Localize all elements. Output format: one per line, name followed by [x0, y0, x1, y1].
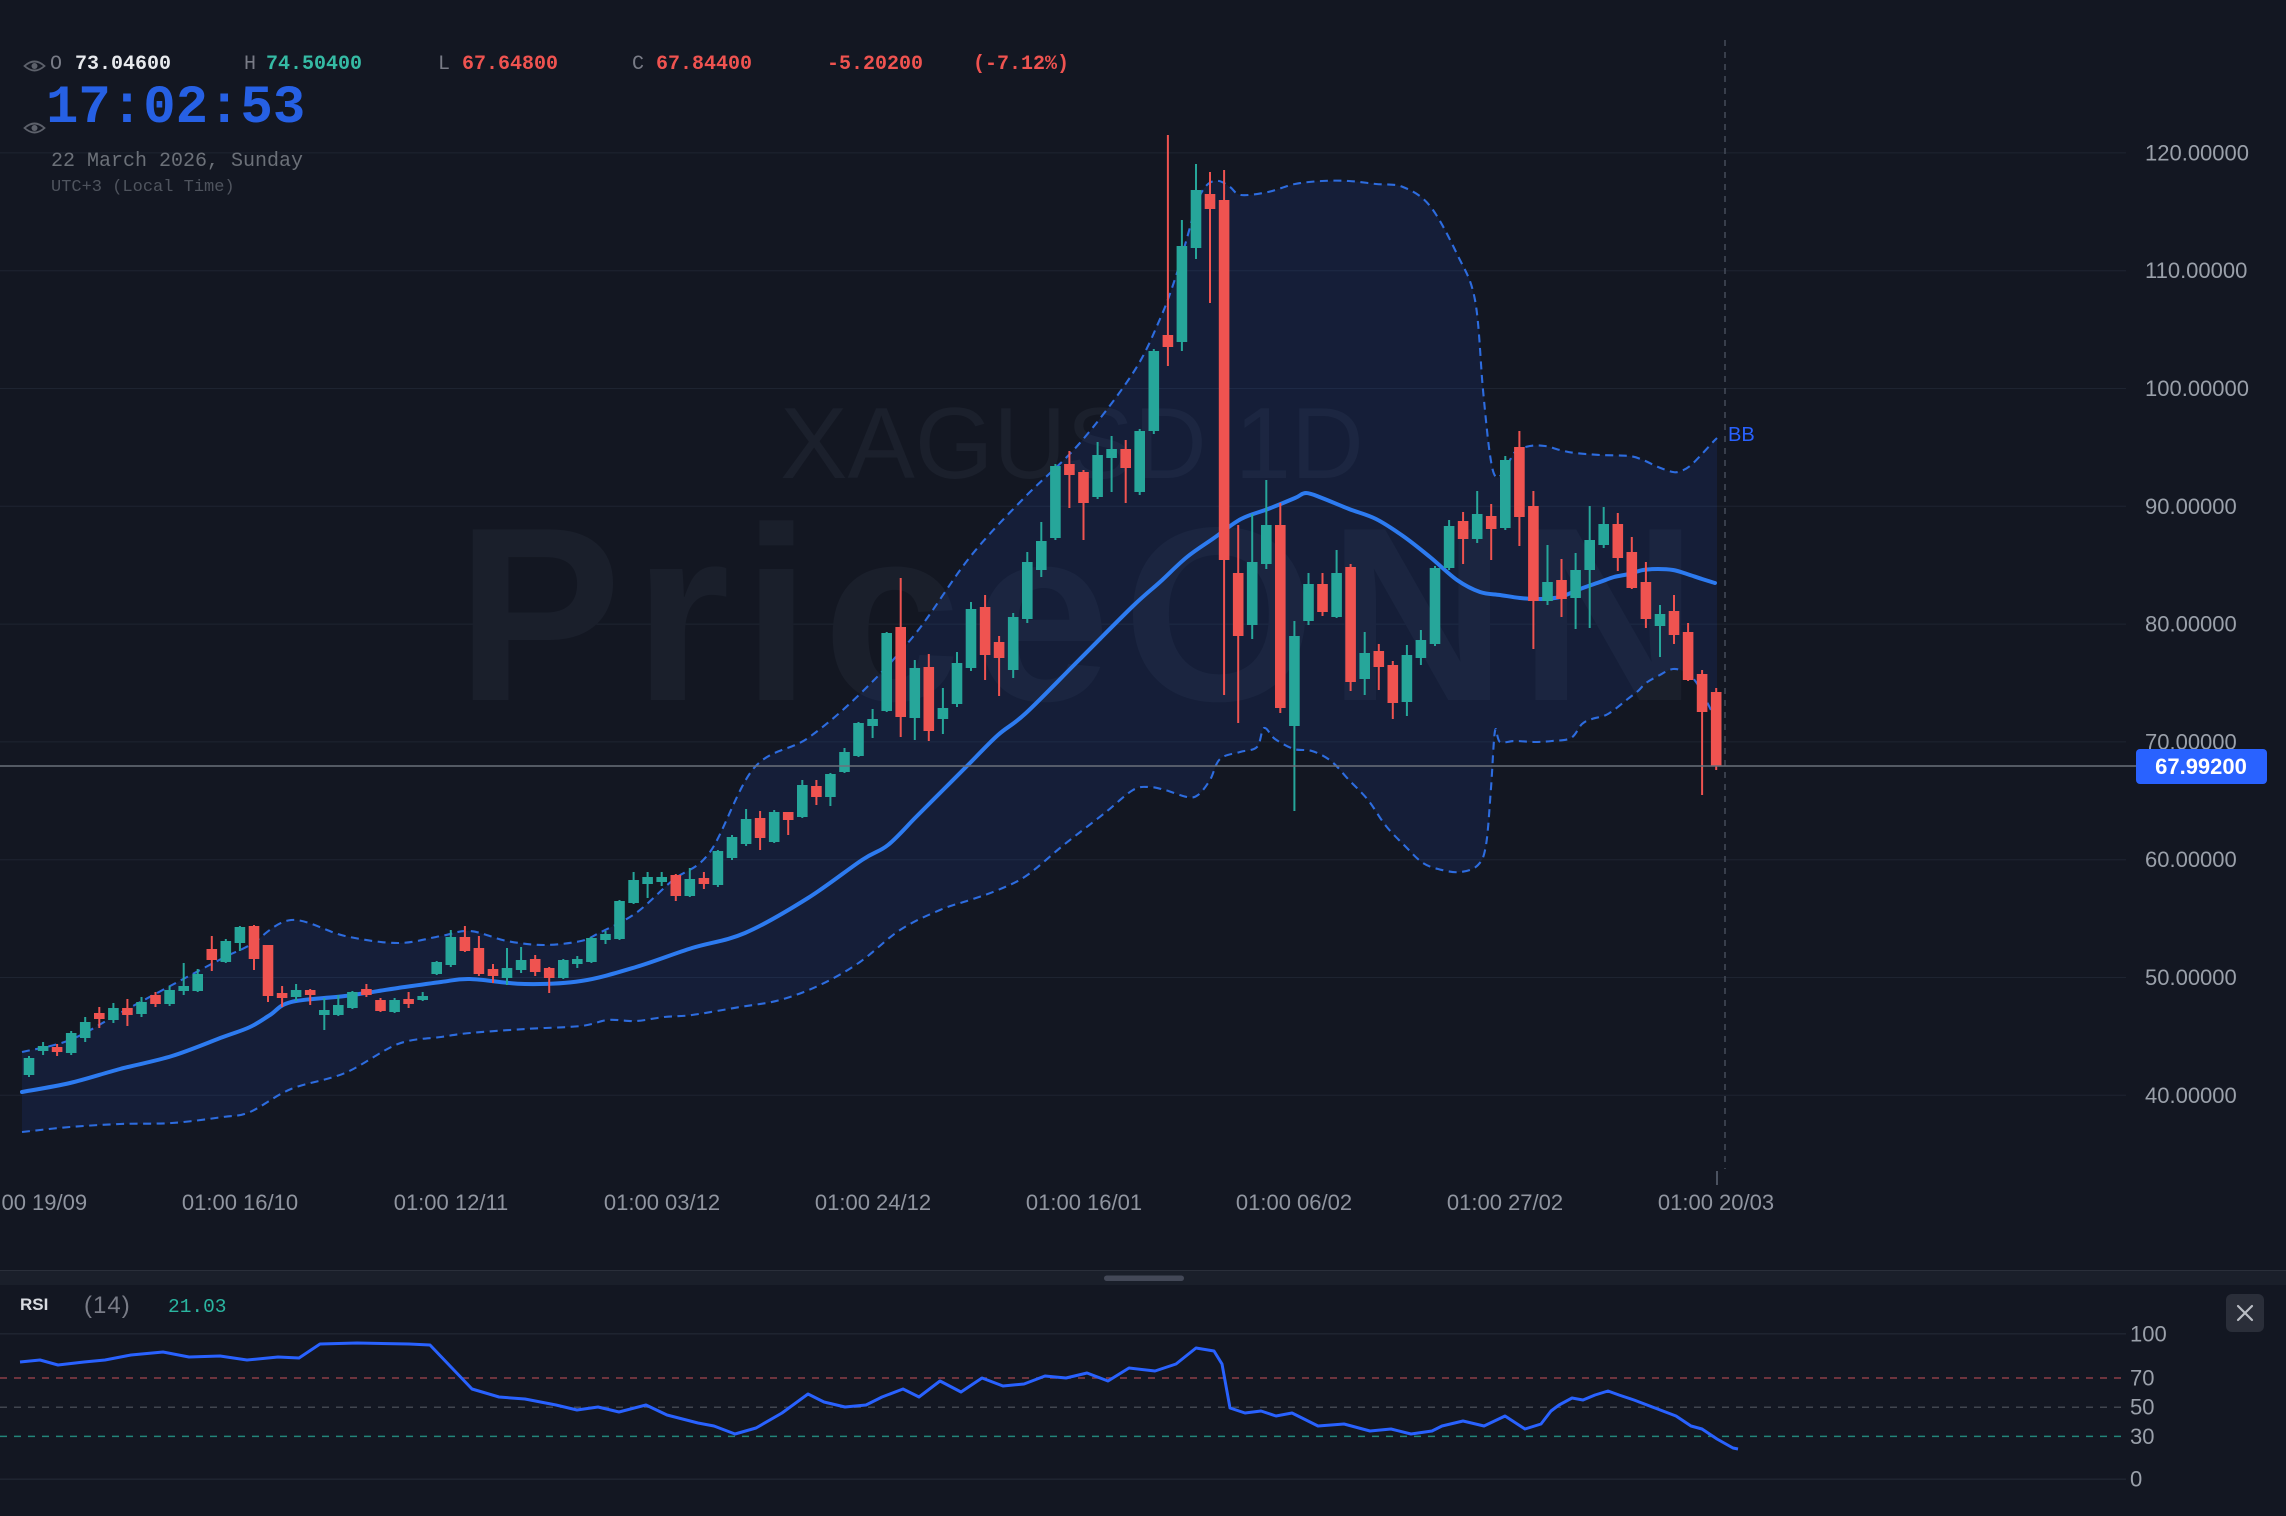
svg-text:67.84400: 67.84400: [656, 53, 752, 76]
svg-text:UTC+3 (Local Time): UTC+3 (Local Time): [51, 178, 235, 197]
svg-text:-5.20200: -5.20200: [827, 53, 923, 76]
svg-text:RSI: RSI: [20, 1295, 48, 1314]
svg-text:BB: BB: [1728, 424, 1755, 446]
svg-text:110.00000: 110.00000: [2145, 258, 2247, 283]
svg-text:67.64800: 67.64800: [462, 53, 558, 76]
svg-text:L: L: [438, 53, 450, 76]
svg-text:01:00 20/03: 01:00 20/03: [1658, 1190, 1774, 1215]
svg-text:60.00000: 60.00000: [2145, 847, 2237, 872]
svg-text:17:02:53: 17:02:53: [46, 78, 305, 139]
svg-text:73.04600: 73.04600: [75, 53, 171, 76]
svg-text:01:00 24/12: 01:00 24/12: [815, 1190, 931, 1215]
svg-text:01:00 19/09: 01:00 19/09: [0, 1190, 87, 1215]
svg-text:30: 30: [2130, 1424, 2154, 1449]
svg-text:70: 70: [2130, 1366, 2154, 1391]
svg-text:(14): (14): [84, 1292, 131, 1319]
svg-text:0: 0: [2130, 1467, 2142, 1492]
svg-text:C: C: [632, 53, 644, 76]
svg-text:67.99200: 67.99200: [2155, 754, 2247, 779]
svg-text:100.00000: 100.00000: [2145, 376, 2249, 401]
svg-text:01:00 12/11: 01:00 12/11: [394, 1190, 509, 1215]
svg-text:21.03: 21.03: [168, 1296, 227, 1318]
svg-text:01:00 27/02: 01:00 27/02: [1447, 1190, 1563, 1215]
svg-text:01:00 06/02: 01:00 06/02: [1236, 1190, 1352, 1215]
svg-text:50.00000: 50.00000: [2145, 965, 2237, 990]
svg-text:100: 100: [2130, 1322, 2167, 1347]
svg-text:01:00 16/10: 01:00 16/10: [182, 1190, 298, 1215]
svg-text:01:00 03/12: 01:00 03/12: [604, 1190, 720, 1215]
svg-text:01:00 16/01: 01:00 16/01: [1026, 1190, 1142, 1215]
svg-text:50: 50: [2130, 1395, 2154, 1420]
svg-text:H: H: [244, 53, 256, 76]
svg-text:90.00000: 90.00000: [2145, 494, 2237, 519]
svg-text:80.00000: 80.00000: [2145, 612, 2237, 637]
svg-text:40.00000: 40.00000: [2145, 1083, 2237, 1108]
svg-text:22 March 2026, Sunday: 22 March 2026, Sunday: [51, 150, 303, 173]
svg-text:(-7.12%): (-7.12%): [973, 53, 1069, 76]
svg-text:120.00000: 120.00000: [2145, 140, 2249, 165]
svg-text:74.50400: 74.50400: [266, 53, 362, 76]
svg-text:O: O: [50, 53, 62, 76]
